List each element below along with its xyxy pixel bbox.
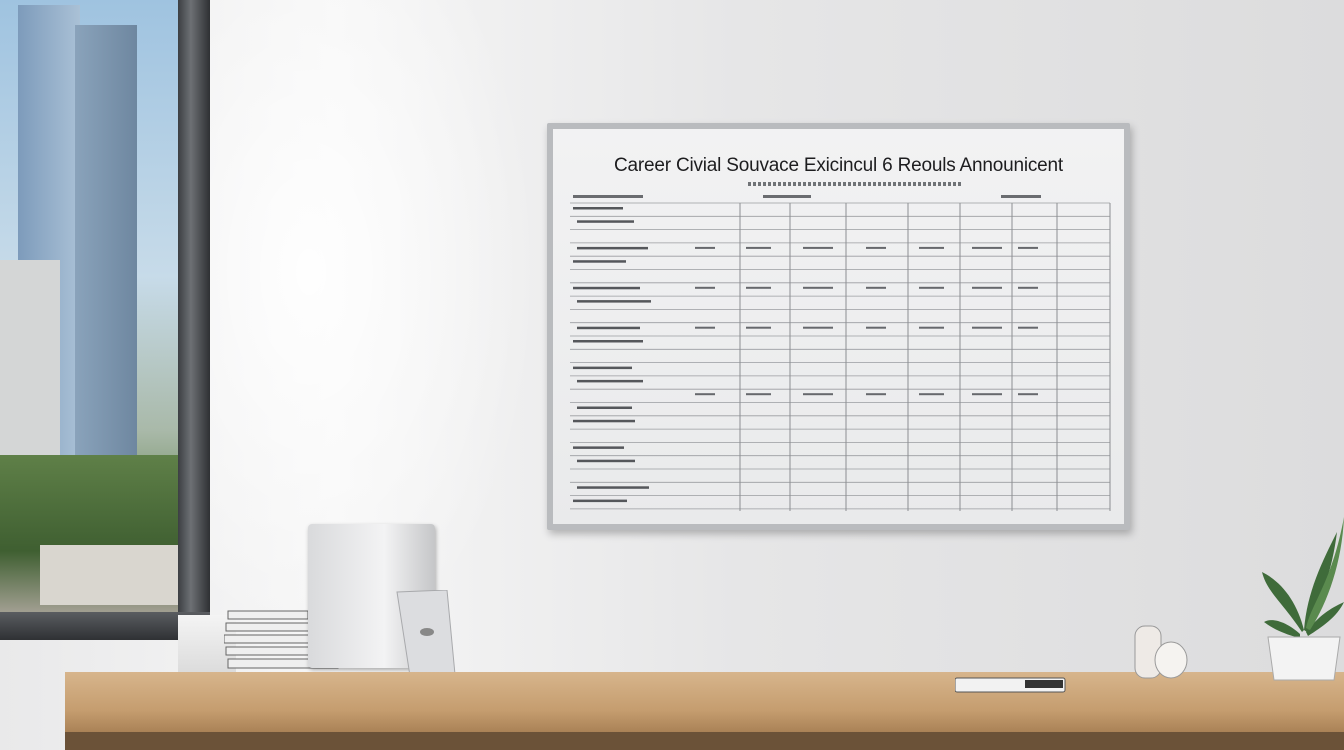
header-scribble — [1001, 195, 1041, 198]
window-city-view — [0, 0, 180, 615]
cell-scribble — [803, 393, 833, 396]
cell-scribble — [695, 393, 715, 396]
cell-scribble — [577, 326, 640, 330]
cell-scribble — [866, 393, 886, 396]
cell-scribble — [1018, 246, 1038, 249]
cell-scribble — [746, 326, 771, 329]
cell-scribble — [972, 326, 1002, 329]
cell-scribble — [573, 340, 643, 343]
cell-scribble — [577, 220, 634, 223]
header-scribble — [573, 195, 643, 198]
cell-scribble — [972, 286, 1002, 289]
cell-scribble — [573, 207, 623, 210]
cell-scribble — [573, 366, 632, 370]
cell-scribble — [577, 246, 648, 250]
cell-scribble — [803, 286, 833, 289]
cell-scribble — [573, 260, 626, 263]
cell-scribble — [573, 499, 627, 503]
tablet — [955, 677, 1066, 693]
cell-scribble — [746, 286, 771, 289]
header-scribble — [763, 195, 811, 198]
cell-scribble — [577, 379, 643, 383]
window-frame — [178, 0, 210, 640]
cell-scribble — [919, 246, 944, 249]
whiteboard: Career Civial Souvace Exicincul 6 Reouls… — [547, 123, 1130, 530]
whiteboard-surface: Career Civial Souvace Exicincul 6 Reouls… — [553, 129, 1124, 524]
cell-scribble — [803, 246, 833, 249]
vase — [1134, 625, 1188, 679]
cell-scribble — [573, 446, 624, 449]
cell-scribble — [919, 286, 944, 289]
cell-scribble — [577, 459, 635, 463]
cell-scribble — [972, 393, 1002, 396]
cell-scribble — [746, 246, 771, 249]
cell-scribble — [695, 326, 715, 329]
board-subtitle-scribble — [748, 182, 961, 186]
board-title: Career Civial Souvace Exicincul 6 Reouls… — [613, 155, 1063, 176]
cell-scribble — [573, 419, 635, 423]
cell-scribble — [972, 246, 1002, 249]
cell-scribble — [573, 286, 640, 290]
cell-scribble — [695, 286, 715, 289]
cell-scribble — [919, 326, 944, 329]
cell-scribble — [577, 300, 651, 303]
cell-scribble — [1018, 326, 1038, 329]
cell-scribble — [803, 326, 833, 329]
cell-scribble — [695, 246, 715, 249]
cell-scribble — [577, 486, 649, 489]
cell-scribble — [1018, 393, 1038, 396]
window-sill — [0, 612, 210, 640]
cell-scribble — [746, 393, 771, 396]
cell-scribble — [866, 246, 886, 249]
cell-scribble — [866, 286, 886, 289]
cell-scribble — [919, 393, 944, 396]
cell-scribble — [866, 326, 886, 329]
cell-scribble — [1018, 286, 1038, 289]
results-table — [570, 195, 1111, 511]
cell-scribble — [577, 406, 632, 409]
potted-plant — [1262, 517, 1344, 681]
desk-edge — [65, 732, 1344, 750]
desk — [65, 672, 1344, 736]
